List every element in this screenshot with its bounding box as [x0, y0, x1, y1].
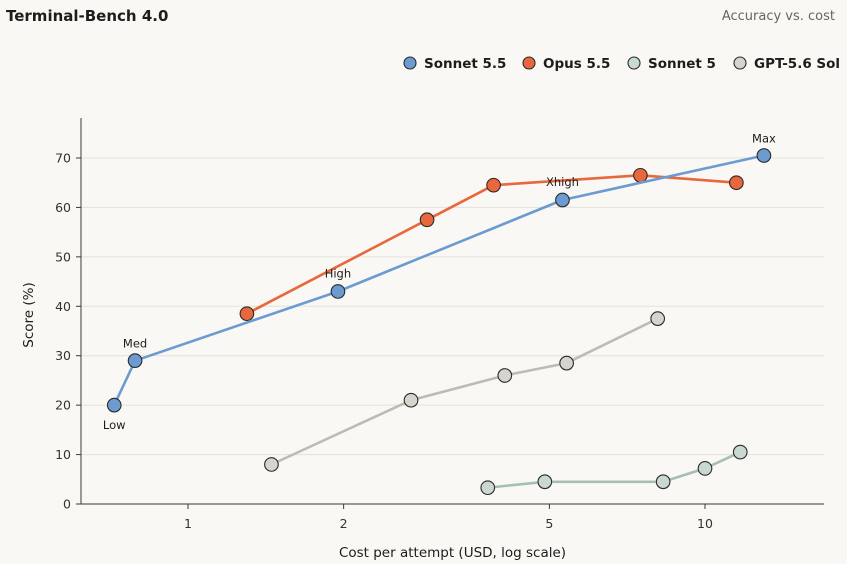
data-point [650, 311, 666, 326]
series-gpt-5-6-sol [264, 311, 666, 472]
data-point [330, 284, 346, 299]
point-label: Xhigh [546, 175, 579, 189]
x-tick-label: 1 [184, 516, 192, 531]
series-sonnet-5-5 [106, 148, 772, 413]
x-axis-label: Cost per attempt (USD, log scale) [339, 545, 566, 561]
series-sonnet-5 [480, 444, 748, 496]
data-point [264, 457, 279, 472]
y-tick-label: 30 [55, 348, 71, 363]
y-tick-label: 70 [55, 151, 71, 166]
data-point [729, 175, 744, 191]
y-tick-label: 60 [55, 200, 71, 215]
gridlines [81, 157, 824, 456]
point-label: High [325, 266, 351, 280]
data-point [555, 192, 570, 208]
legend-swatch [733, 56, 747, 70]
legend-item[interactable]: Sonnet 5.5 [403, 56, 506, 72]
series-line [270, 317, 659, 466]
y-axis-label: Score (%) [21, 282, 37, 347]
data-point [732, 444, 748, 460]
x-tick-label: 10 [697, 516, 713, 531]
data-point [655, 474, 671, 490]
data-point [559, 355, 574, 371]
x-tick-label: 2 [340, 516, 348, 531]
legend-label: Sonnet 5 [648, 56, 716, 72]
data-point [497, 368, 513, 383]
point-label: Max [752, 132, 776, 146]
y-tick-label: 40 [55, 299, 71, 314]
series-line [246, 174, 737, 315]
data-point [239, 306, 255, 322]
point-label: Med [123, 337, 147, 351]
data-point [127, 353, 143, 369]
data-point [419, 212, 435, 228]
data-point [756, 148, 772, 163]
y-tick-label: 50 [55, 249, 71, 264]
y-tick-label: 10 [55, 447, 71, 462]
legend-label: Opus 5.5 [543, 56, 610, 72]
data-point [480, 480, 496, 496]
legend-item[interactable]: Opus 5.5 [522, 56, 610, 72]
y-tick-label: 0 [63, 497, 71, 512]
legend: Sonnet 5.5 Opus 5.5 Sonnet 5 GPT-5.6 Sol [403, 56, 840, 72]
legend-swatch [627, 56, 641, 70]
chart-subtitle: Accuracy vs. cost [721, 9, 835, 24]
legend-swatch [522, 56, 536, 70]
chart-title: Terminal-Bench 4.0 [6, 7, 169, 25]
legend-item[interactable]: GPT-5.6 Sol [733, 56, 840, 72]
series-opus-5-5 [239, 167, 744, 322]
x-tick-label: 5 [545, 516, 553, 531]
series-layer: Low Med High Xhigh Max [103, 132, 776, 496]
data-point [486, 177, 501, 193]
data-point [697, 461, 713, 476]
legend-item[interactable]: Sonnet 5 [627, 56, 716, 72]
legend-label: Sonnet 5.5 [424, 56, 506, 72]
data-point [403, 392, 419, 408]
data-point [106, 397, 122, 413]
axes: 0 10 20 30 40 50 60 70 1 2 5 10 [55, 118, 824, 531]
legend-label: GPT-5.6 Sol [754, 56, 840, 72]
series-line [113, 154, 765, 406]
point-label: Low [103, 418, 126, 432]
data-point [633, 167, 648, 183]
legend-swatch [403, 56, 417, 70]
y-tick-label: 20 [55, 398, 71, 413]
data-point [537, 474, 553, 490]
